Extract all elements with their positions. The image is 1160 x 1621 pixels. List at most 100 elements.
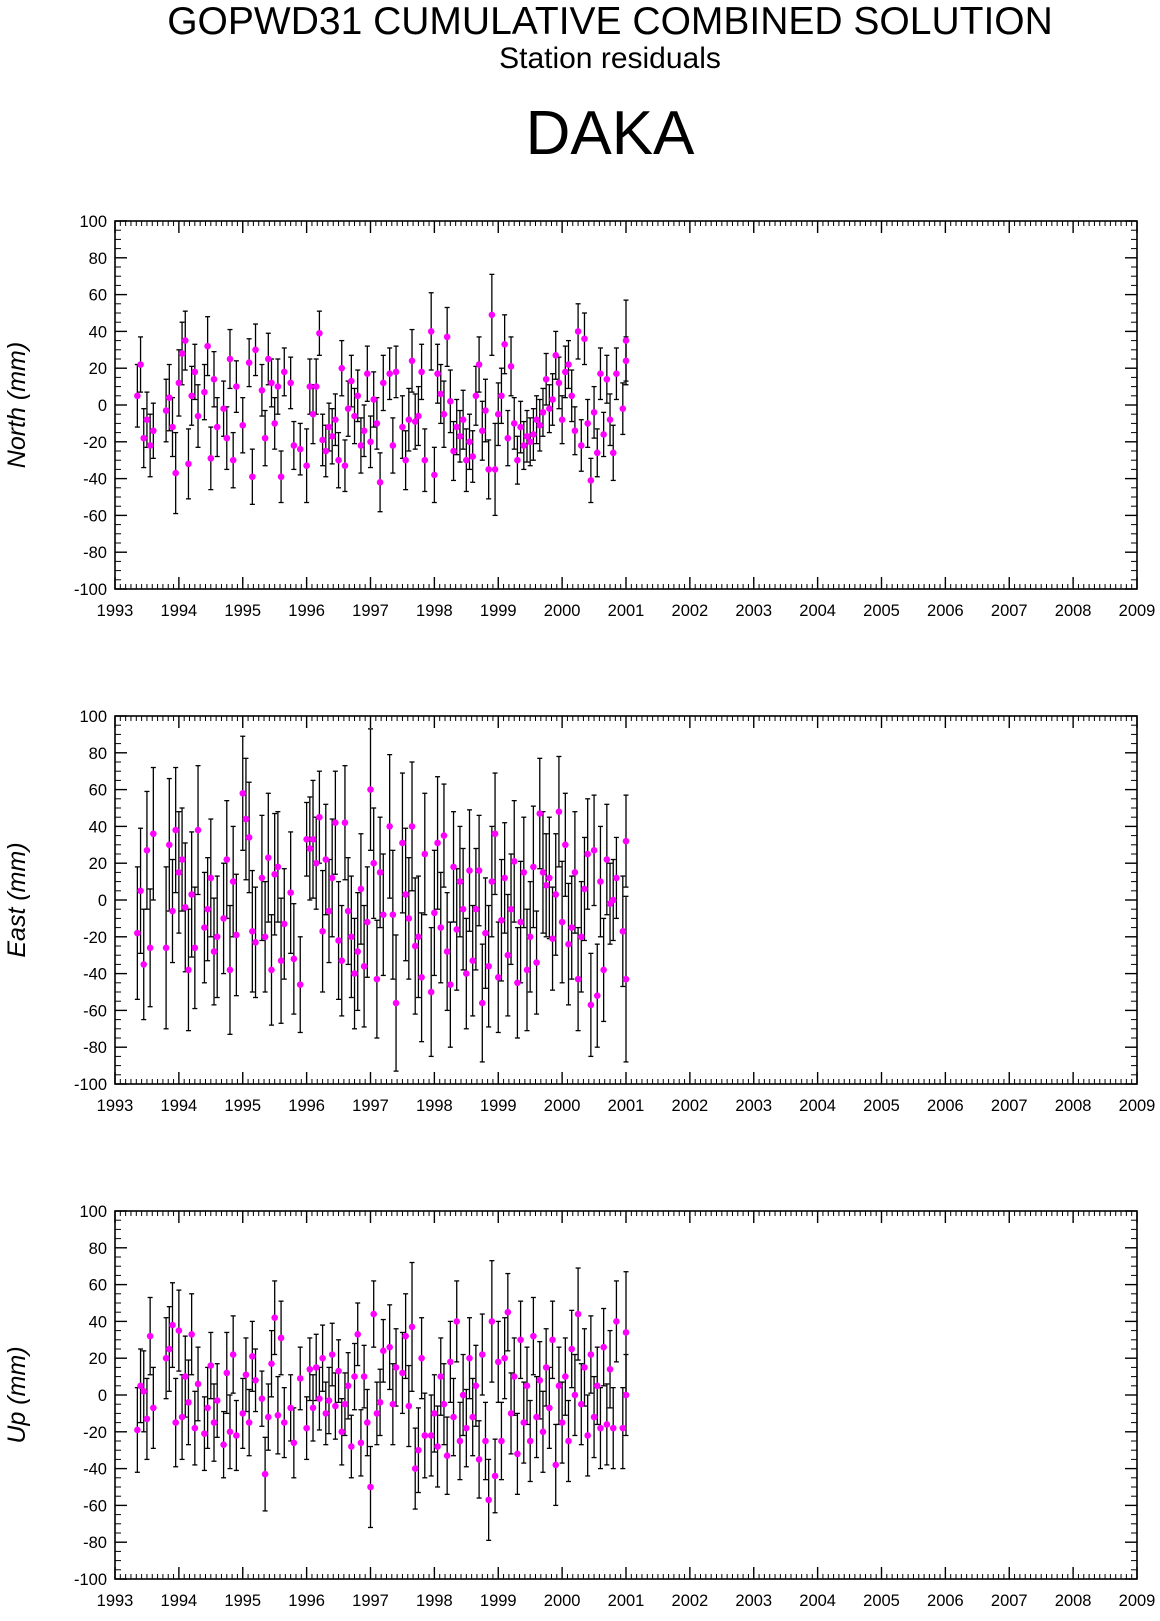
data-point [357, 885, 365, 893]
data-point [491, 466, 499, 473]
data-point [514, 1450, 521, 1458]
x-tick-label: 1993 [97, 602, 134, 620]
data-point [188, 1330, 195, 1338]
data-point [210, 1419, 218, 1426]
data-point [181, 337, 189, 344]
data-point [357, 1439, 365, 1447]
data-point [178, 1413, 186, 1421]
data-point [606, 1365, 614, 1373]
data-point [517, 423, 524, 431]
x-tick-label: 1998 [416, 602, 453, 620]
data-point [312, 1364, 320, 1371]
data-point [421, 1432, 429, 1439]
y-tick-label: 20 [89, 855, 107, 873]
data-point [140, 1388, 148, 1395]
data-point [277, 473, 285, 481]
data-point [466, 438, 473, 446]
y-tick-label: 0 [98, 892, 107, 910]
y-tick-label: 60 [89, 1277, 107, 1295]
data-point [280, 920, 288, 928]
x-tick-label: 1997 [352, 1592, 389, 1610]
data-point [463, 1424, 470, 1432]
data-point [287, 889, 294, 896]
data-point [463, 456, 470, 464]
data-point [463, 970, 470, 977]
data-point [584, 1432, 591, 1439]
data-point [514, 456, 521, 464]
data-point [207, 874, 215, 882]
data-point [277, 1334, 285, 1342]
data-point [213, 423, 221, 431]
data-point [223, 1369, 231, 1377]
data-point [175, 869, 183, 876]
data-point [268, 966, 275, 974]
x-tick-label: 2009 [1119, 602, 1156, 620]
data-point [577, 442, 585, 449]
data-point [376, 1399, 384, 1406]
data-point [571, 869, 579, 876]
y-tick-label: -40 [83, 471, 107, 489]
data-point [411, 418, 419, 425]
data-point [229, 1351, 237, 1358]
data-point [568, 924, 576, 931]
data-point [443, 1452, 451, 1460]
data-point [565, 940, 572, 948]
data-point [213, 1397, 221, 1404]
data-point [530, 1332, 537, 1340]
data-point [392, 368, 400, 376]
data-point [364, 370, 371, 378]
data-point [140, 434, 148, 442]
data-point [274, 863, 282, 871]
data-point [175, 379, 183, 387]
data-point [609, 896, 617, 904]
data-point [498, 392, 505, 400]
data-point [332, 416, 339, 424]
data-point [328, 432, 336, 440]
data-point [335, 456, 342, 464]
data-point [280, 1419, 288, 1426]
data-point [456, 1437, 464, 1445]
data-point [328, 1351, 336, 1358]
data-point [344, 907, 352, 915]
data-point [223, 856, 231, 863]
data-point [364, 1419, 371, 1426]
data-point [220, 405, 227, 412]
data-point [143, 1415, 151, 1423]
data-point [370, 396, 377, 403]
data-point [338, 1428, 346, 1436]
data-point [258, 1395, 266, 1402]
data-point [360, 962, 368, 970]
data-point [316, 1395, 323, 1402]
data-point [322, 447, 330, 455]
data-point [370, 859, 377, 867]
y-tick-label: 0 [98, 397, 107, 415]
data-point [507, 363, 515, 370]
data-point [233, 383, 240, 390]
data-point [405, 1402, 413, 1410]
x-tick-label: 2000 [544, 1097, 581, 1115]
x-tick-label: 2008 [1055, 1592, 1092, 1610]
data-point [134, 392, 141, 400]
data-point [507, 905, 515, 913]
data-point [229, 878, 237, 885]
data-point [478, 999, 486, 1007]
data-point [411, 1465, 419, 1472]
data-point [619, 1424, 627, 1432]
x-tick-label: 1993 [97, 1592, 134, 1610]
data-point [501, 1354, 508, 1362]
data-point [581, 1364, 588, 1371]
x-tick-label: 1993 [97, 1097, 134, 1115]
data-point [175, 1327, 183, 1334]
data-point [242, 815, 250, 823]
data-point [587, 1001, 595, 1009]
data-point [185, 966, 192, 974]
data-point [252, 939, 259, 946]
data-point [309, 1404, 317, 1412]
data-point [488, 878, 496, 885]
x-tick-label: 1998 [416, 1097, 453, 1115]
data-point [558, 1419, 566, 1426]
x-tick-label: 1996 [288, 602, 325, 620]
data-point [325, 907, 333, 915]
y-tick-label: 80 [89, 250, 107, 268]
data-point [220, 1441, 227, 1448]
